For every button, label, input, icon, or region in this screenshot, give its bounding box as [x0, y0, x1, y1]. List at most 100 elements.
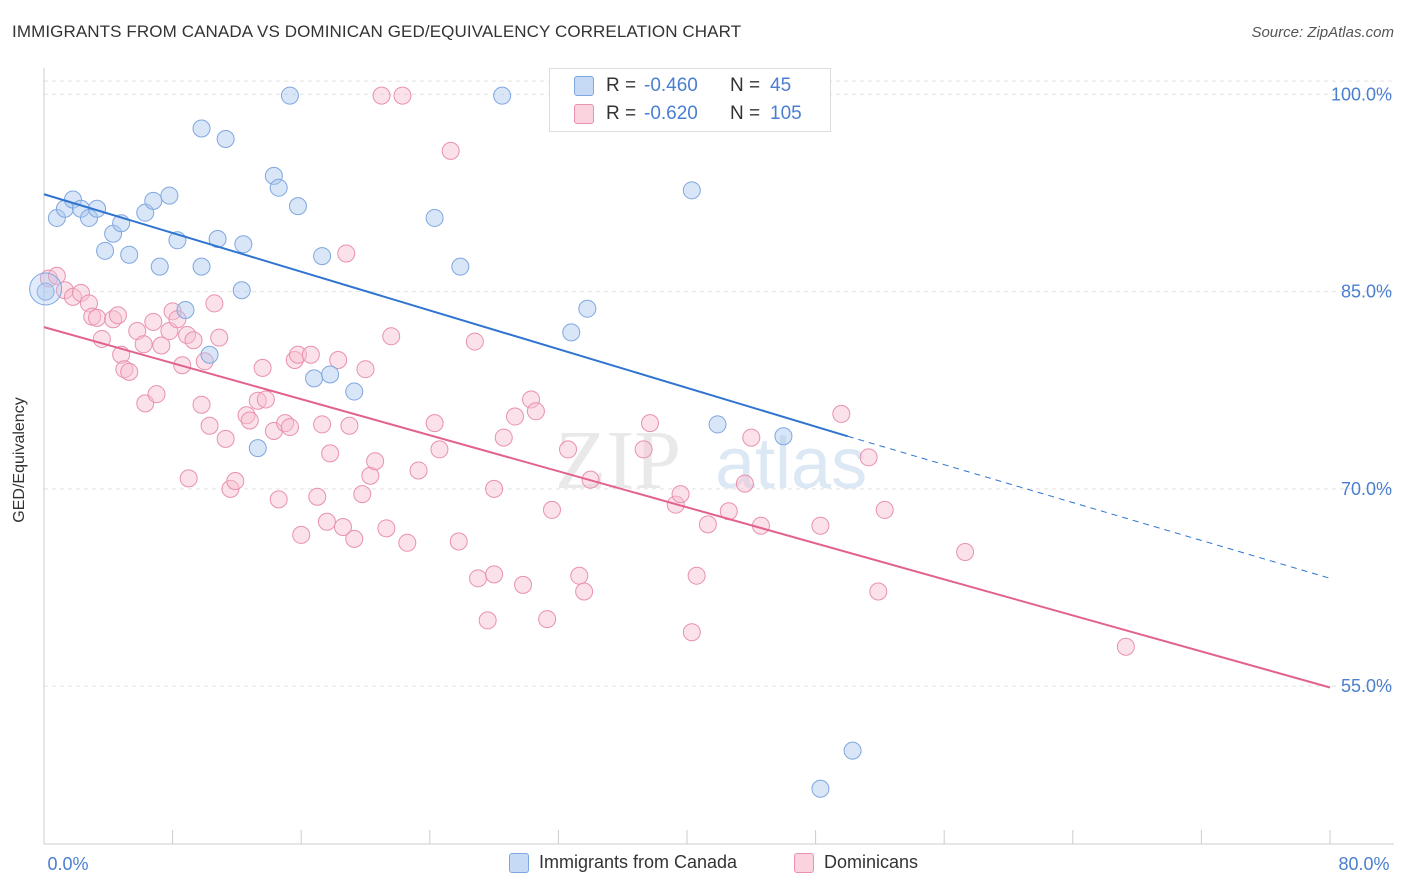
dominican-point — [687, 566, 706, 585]
dominican-point — [47, 266, 66, 285]
canada-point — [321, 365, 340, 384]
correlation-legend: R = -0.460 N = 45 R = -0.620 N = 105 — [549, 68, 831, 132]
dominican-point — [184, 331, 203, 350]
dominican-point — [108, 306, 127, 325]
legend-swatch-dominicans — [794, 852, 814, 873]
dominican-point — [288, 345, 307, 364]
legend-item-canada[interactable]: Immigrants from Canada — [509, 852, 737, 873]
dominican-point — [522, 390, 541, 409]
data-points — [29, 83, 1135, 798]
legend-r-label: R = — [606, 75, 637, 96]
canada-point — [843, 741, 862, 760]
dominican-point — [494, 428, 513, 447]
dominican-point — [469, 569, 488, 588]
chart-title: IMMIGRANTS FROM CANADA VS DOMINICAN GED/… — [12, 22, 742, 41]
dominican-point — [134, 335, 153, 354]
dominican-trend-line — [43, 326, 1331, 689]
legend-swatch-dominicans — [574, 104, 594, 124]
watermark-zip: ZIP — [555, 414, 681, 507]
canada-point — [562, 323, 581, 342]
canada-point — [345, 382, 364, 401]
canada-point — [248, 439, 267, 458]
dominican-point — [485, 479, 504, 498]
dominican-point — [210, 328, 229, 347]
dominican-point — [634, 440, 653, 459]
canada-point — [200, 345, 219, 364]
canada-point — [774, 427, 793, 446]
canada-point — [120, 245, 139, 264]
canada-point — [280, 86, 299, 105]
dominican-point — [115, 360, 134, 379]
dominican-point — [345, 529, 364, 548]
x-tick-label: 0.0% — [47, 854, 88, 874]
dominican-point — [382, 327, 401, 346]
canada-point — [232, 281, 251, 300]
dominican-point — [956, 543, 975, 562]
dominican-point — [329, 350, 348, 369]
dominican-point — [542, 500, 561, 519]
dominican-point — [285, 350, 304, 369]
dominican-point — [152, 336, 171, 355]
canada-trend-line — [43, 193, 849, 438]
dominican-point — [256, 390, 275, 409]
watermark: ZIP atlas — [555, 414, 867, 507]
legend-item-dominicans[interactable]: Dominicans — [794, 852, 918, 873]
canada-point — [288, 197, 307, 216]
canada-point — [425, 208, 444, 227]
canada-point — [150, 257, 169, 276]
legend-r-value: -0.620 — [644, 103, 698, 124]
dominican-point — [356, 360, 375, 379]
legend-swatch-canada — [574, 76, 594, 96]
dominican-point — [333, 518, 352, 537]
dominican-point — [280, 418, 299, 437]
dominican-point — [575, 582, 594, 601]
y-tick-label: 85.0% — [1341, 282, 1392, 302]
canada-point — [192, 257, 211, 276]
dominican-point — [317, 512, 336, 531]
canada-point — [305, 369, 324, 388]
dominican-point — [505, 407, 524, 426]
dominican-point — [92, 329, 111, 348]
canada-point — [264, 166, 283, 185]
dominican-point — [514, 575, 533, 594]
legend-label-dominicans: Dominicans — [824, 852, 919, 872]
canada-point — [708, 415, 727, 434]
dominican-point — [485, 565, 504, 584]
dominican-point — [671, 485, 690, 504]
legend-n-label: N = — [730, 75, 761, 96]
dominican-point — [449, 532, 468, 551]
y-tick-label: 55.0% — [1341, 676, 1392, 696]
dominican-point — [641, 414, 660, 433]
dominican-point — [340, 416, 359, 435]
legend-n-value: 45 — [770, 75, 792, 96]
canada-point — [88, 199, 107, 218]
dominican-point — [682, 623, 701, 642]
canada-point — [269, 178, 288, 197]
dominican-point — [377, 519, 396, 538]
dominican-point — [120, 362, 139, 381]
canada-point — [192, 119, 211, 138]
dominican-point — [192, 395, 211, 414]
dominican-point — [366, 452, 385, 471]
dominican-point — [526, 402, 545, 421]
dominican-point — [205, 294, 224, 313]
dominican-point — [353, 485, 372, 504]
dominican-point — [147, 385, 166, 404]
dominican-point — [875, 500, 894, 519]
tick-labels: 55.0% 70.0% 85.0% 100.0% 0.0% 80.0% — [47, 84, 1392, 874]
dominican-point — [393, 86, 412, 105]
canada-point — [216, 130, 235, 149]
dominican-point — [409, 461, 428, 480]
dominican-point — [735, 474, 754, 493]
legend-row-canada: R = -0.460 N = 45 — [550, 72, 830, 100]
dominican-point — [742, 428, 761, 447]
dominican-point — [372, 86, 391, 105]
legend-n-value: 105 — [770, 103, 802, 124]
dominican-point — [292, 525, 311, 544]
dominican-point — [465, 332, 484, 351]
canada-point — [176, 301, 195, 320]
dominican-point — [240, 411, 259, 430]
legend-label-canada: Immigrants from Canada — [539, 852, 738, 872]
canada-point — [160, 186, 179, 205]
